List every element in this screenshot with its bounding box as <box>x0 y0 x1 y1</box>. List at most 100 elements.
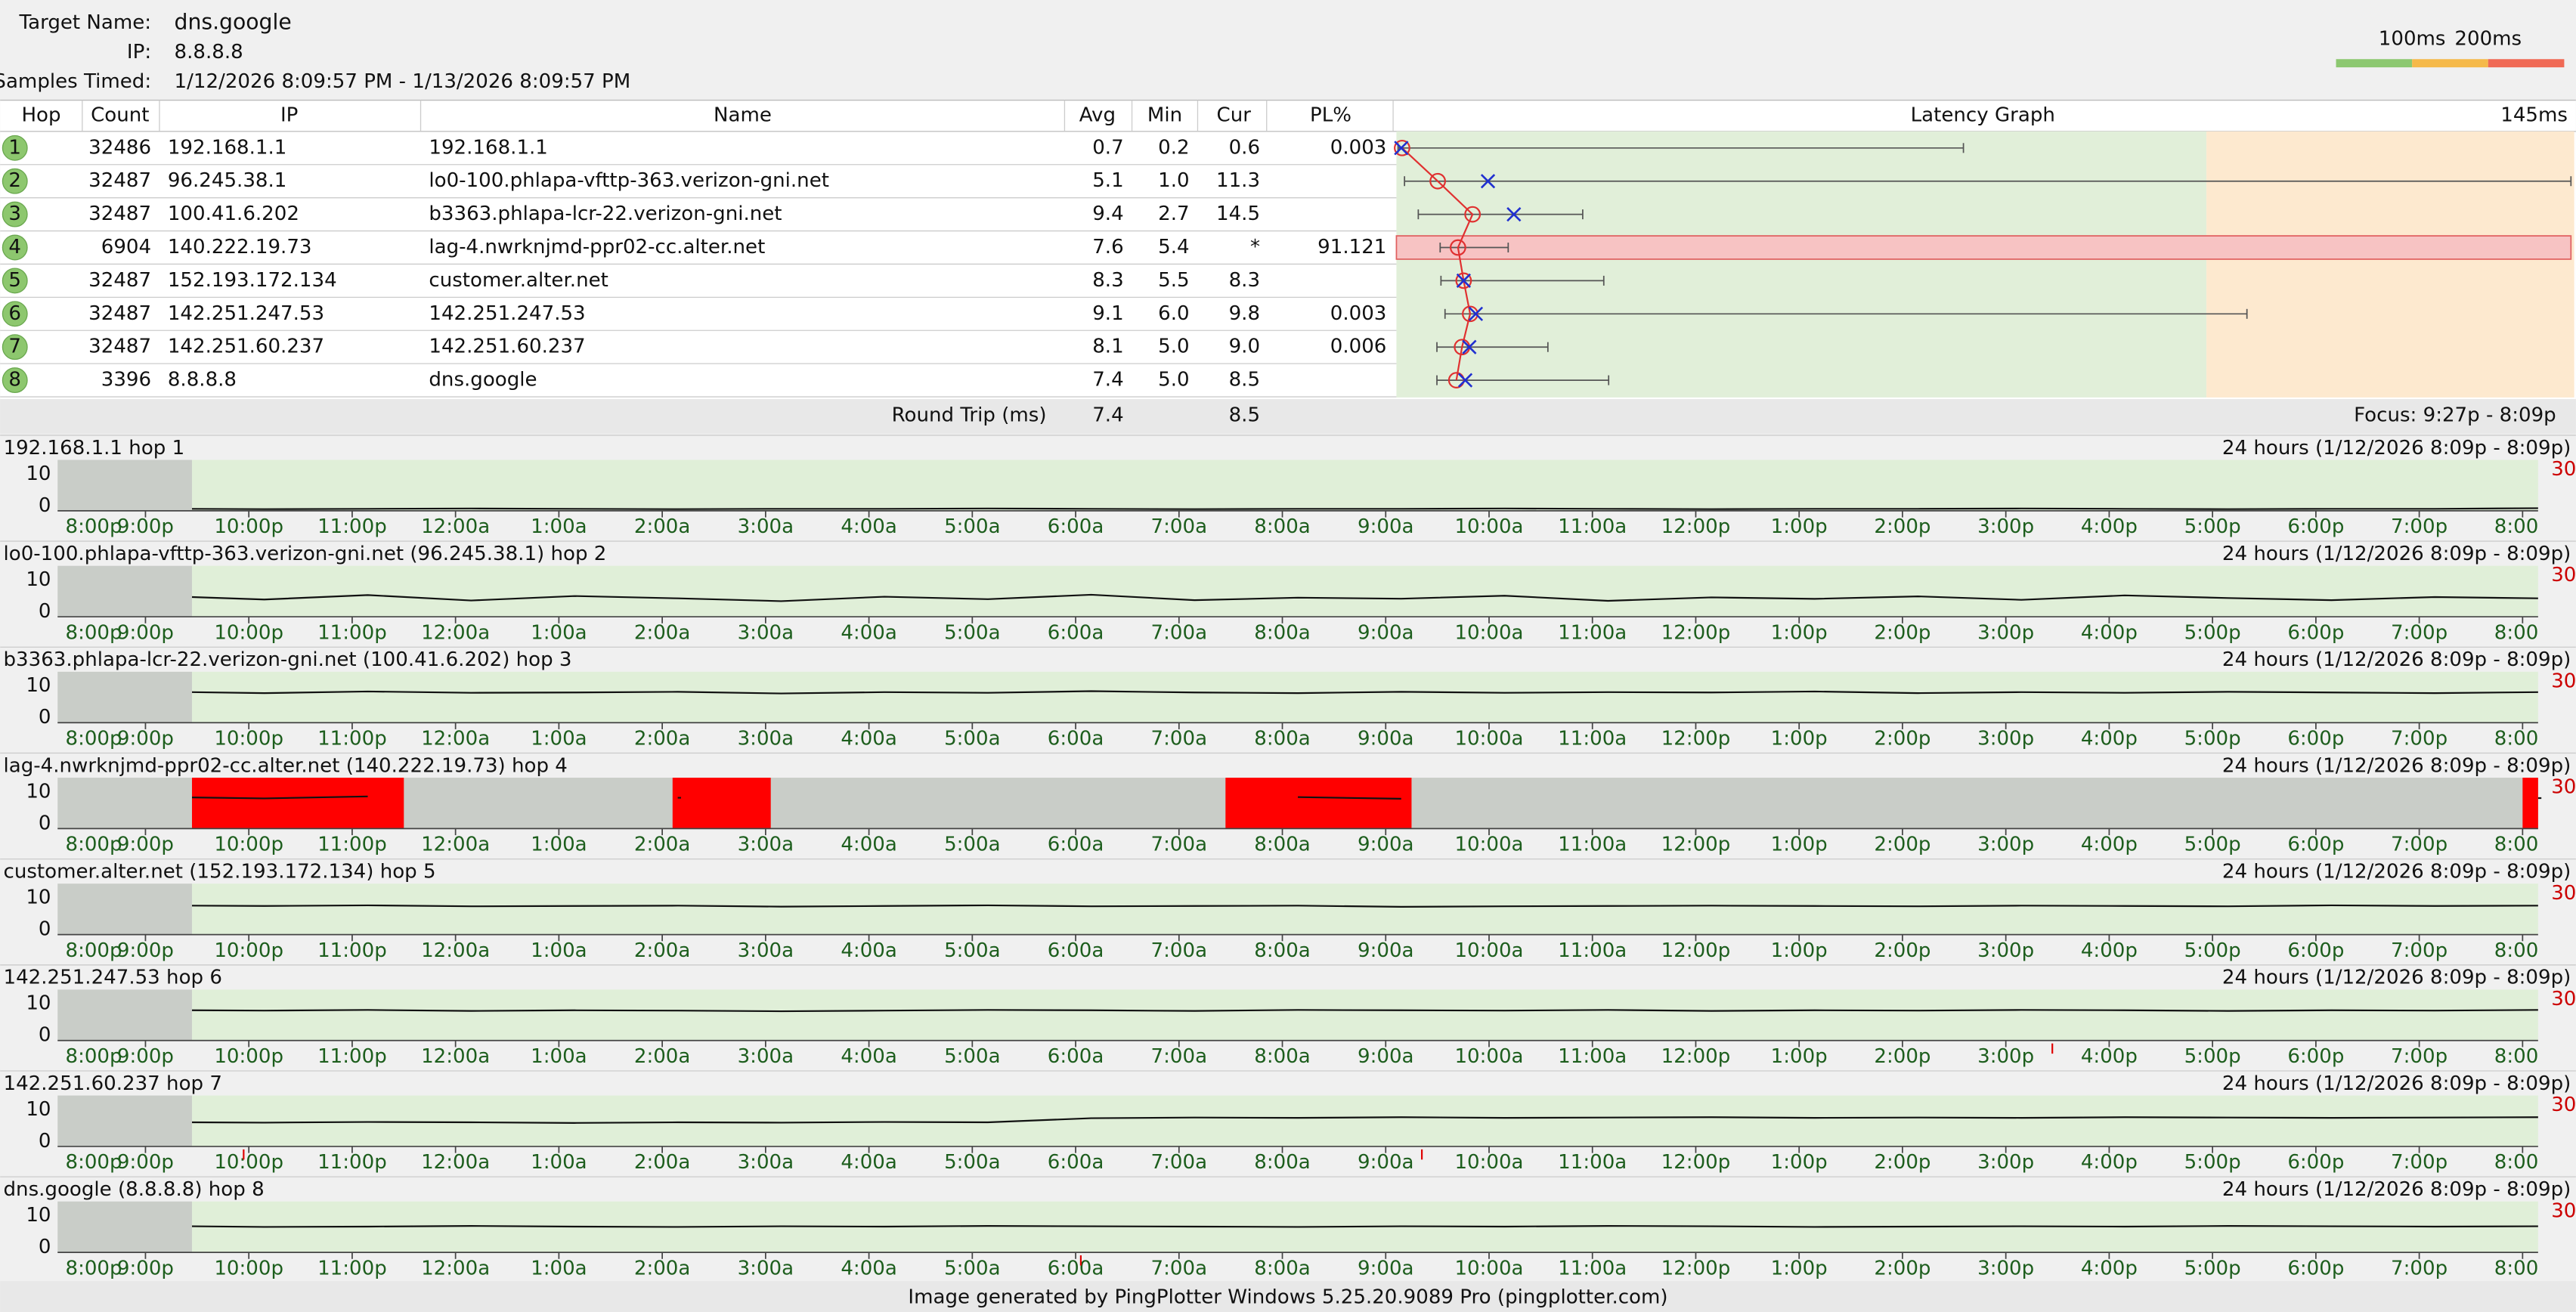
loss-period <box>673 778 771 828</box>
loss-scale: 30 <box>2551 882 2576 905</box>
cell: 1 <box>8 136 21 159</box>
x-tick-label: 10:00p <box>214 1257 283 1280</box>
no-data <box>57 1202 192 1252</box>
y-tick-label: 0 <box>39 600 51 623</box>
x-tick-label: 4:00a <box>841 515 897 538</box>
x-tick-label: 12:00a <box>421 727 490 750</box>
x-tick-label: 10:00p <box>214 1151 283 1174</box>
x-tick-label: 3:00a <box>738 834 794 856</box>
x-tick-label: 10:00a <box>1454 515 1523 538</box>
x-tick-label: 6:00p <box>2287 727 2344 750</box>
x-tick-label: 1:00p <box>1771 727 1828 750</box>
x-tick-label: 1:00a <box>531 727 587 750</box>
x-tick-label: 2:00p <box>1874 1045 1930 1068</box>
loss-period <box>192 778 404 828</box>
cell: 8.3 <box>1229 269 1260 292</box>
cell: 32487 <box>88 203 151 225</box>
x-tick-label: 4:00p <box>2081 1257 2138 1280</box>
cell: customer.alter.net <box>429 269 608 292</box>
x-tick-label: 2:00a <box>634 515 691 538</box>
samples: 1/12/2026 8:09:57 PM - 1/13/2026 8:09:57… <box>175 70 631 93</box>
cell: 32487 <box>88 169 151 192</box>
x-tick-label: 10:00a <box>1454 1257 1523 1280</box>
cell: lag-4.nwrknjmd-ppr02-cc.alter.net <box>429 236 765 258</box>
x-tick-label: 3:00a <box>738 939 794 962</box>
x-tick-label: 6:00p <box>2287 515 2344 538</box>
x-tick-label: 11:00p <box>317 727 387 750</box>
x-tick-label: 5:00p <box>2184 939 2241 962</box>
x-tick-label: 12:00p <box>1661 621 1731 644</box>
x-tick-label: 5:00a <box>944 834 1000 856</box>
cell: 91.121 <box>1317 236 1386 258</box>
x-tick-label: 8:00p <box>66 621 122 644</box>
y-tick-label: 0 <box>39 918 51 941</box>
x-tick-label: 4:00a <box>841 621 897 644</box>
x-tick-label: 8:00p <box>66 727 122 750</box>
cell: 9.0 <box>1229 336 1260 358</box>
x-tick-label: 3:00p <box>1977 939 2034 962</box>
label: IP: <box>127 41 151 63</box>
x-tick-label: 7:00p <box>2391 1257 2448 1280</box>
x-tick-label: 1:00p <box>1771 834 1828 856</box>
cell: 0.003 <box>1330 302 1387 325</box>
x-tick-label: 1:00p <box>1771 621 1828 644</box>
y-tick-label: 0 <box>39 706 51 729</box>
ip: 8.8.8.8 <box>175 41 243 63</box>
cell: 8 <box>8 369 21 391</box>
x-tick-label: 12:00a <box>421 834 490 856</box>
x-tick-label: 4:00a <box>841 1045 897 1068</box>
x-tick-label: 9:00a <box>1358 1257 1413 1280</box>
x-tick-label: 5:00a <box>944 621 1000 644</box>
x-tick-label: 9:00a <box>1358 834 1413 856</box>
panel-range: 24 hours (1/12/2026 8:09p - 8:09p) <box>2222 543 2571 565</box>
x-tick-label: 9:00a <box>1358 939 1413 962</box>
x-tick-label: 5:00a <box>944 515 1000 538</box>
x-tick-label: 12:00a <box>421 1257 490 1280</box>
panel-range: 24 hours (1/12/2026 8:09p - 8:09p) <box>2222 861 2571 883</box>
x-tick-label: 6:00p <box>2287 1151 2344 1174</box>
x-tick-label: 11:00a <box>1558 1151 1627 1174</box>
cell: 2.7 <box>1158 203 1189 225</box>
panel-range: 24 hours (1/12/2026 8:09p - 8:09p) <box>2222 967 2571 989</box>
x-tick-label: 7:00p <box>2391 727 2448 750</box>
x-tick-label: 2:00a <box>634 1151 691 1174</box>
round-trip-cur: 8.5 <box>1229 404 1260 426</box>
cell: 192.168.1.1 <box>429 136 548 159</box>
x-tick-label: 11:00p <box>317 1257 387 1280</box>
x-tick-label: 11:00p <box>317 1151 387 1174</box>
legend-swatch <box>2336 59 2413 67</box>
x-tick-label: 2:00p <box>1874 1151 1930 1174</box>
plot-bg <box>192 566 2538 617</box>
cell: 140.222.19.73 <box>168 236 312 258</box>
x-tick-label: 1:00a <box>531 621 587 644</box>
x-tick-label: 4:00a <box>841 834 897 856</box>
x-tick-label: 1:00a <box>531 1257 587 1280</box>
cell: 6 <box>8 302 21 325</box>
cell: 11.3 <box>1216 169 1260 192</box>
x-tick-label: 5:00a <box>944 727 1000 750</box>
x-tick-label: 1:00p <box>1771 515 1828 538</box>
x-tick-label: 5:00p <box>2184 1151 2241 1174</box>
cell: 3 <box>8 203 21 225</box>
x-tick-label: 10:00p <box>214 621 283 644</box>
cell: 0.2 <box>1158 136 1189 159</box>
x-tick-label: 12:00p <box>1661 939 1731 962</box>
x-tick-label: 2:00p <box>1874 515 1930 538</box>
x-tick-label: 9:00a <box>1358 1045 1413 1068</box>
x-tick-label: 9:00p <box>117 939 174 962</box>
cell: 32487 <box>88 269 151 292</box>
x-tick-label: 6:00a <box>1048 1257 1104 1280</box>
cell: 3396 <box>101 369 151 391</box>
x-tick-label: 2:00a <box>634 727 691 750</box>
x-tick-label: 10:00p <box>214 1045 283 1068</box>
no-data <box>57 672 192 723</box>
x-tick-label: 8:00a <box>1254 621 1311 644</box>
loss-scale: 30 <box>2551 988 2576 1010</box>
loss-bar <box>1396 236 2571 259</box>
x-tick-label: 7:00p <box>2391 1151 2448 1174</box>
cell: 8.3 <box>1092 269 1123 292</box>
x-tick-label: 9:00p <box>117 834 174 856</box>
x-tick-label: 8:00a <box>1254 727 1311 750</box>
cell: 8.1 <box>1092 336 1123 358</box>
